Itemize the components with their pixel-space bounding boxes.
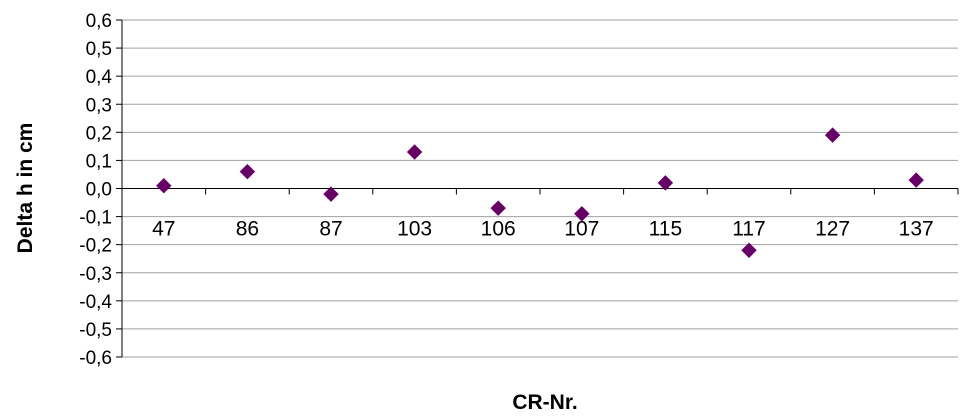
data-point: [490, 200, 506, 216]
y-tick-label: -0,5: [79, 320, 112, 341]
y-tick-label: -0,2: [79, 236, 112, 257]
y-tick-label: 0,2: [86, 123, 112, 144]
y-tick-label: -0,3: [79, 264, 112, 285]
axes: [116, 19, 959, 358]
data-point: [239, 163, 256, 180]
y-tick-label: -0,6: [79, 348, 112, 369]
x-category-label: 86: [236, 218, 259, 241]
data-point: [156, 177, 172, 194]
x-category-label: 103: [397, 218, 432, 241]
data-points: [156, 127, 924, 258]
data-point: [824, 127, 841, 143]
x-category-label: 137: [899, 218, 934, 241]
x-axis-title: CR-Nr.: [512, 391, 577, 414]
x-category-label: 107: [564, 218, 599, 241]
x-category-label: 117: [732, 218, 765, 241]
x-category-label: 87: [319, 218, 342, 241]
x-category-labels: 47 86 87 103 106 107 115 117 127 137: [152, 218, 934, 241]
y-tick-label: -0,4: [79, 292, 112, 313]
y-tick-label: 0,4: [86, 67, 113, 88]
data-point: [741, 242, 757, 258]
y-tick-label: 0,6: [86, 11, 112, 32]
y-tick-labels: 0,6 0,5 0,4 0,3 0,2 0,1 0,0 -0,1 -0,2 -0,3 -0,4 -0,…: [79, 11, 112, 369]
y-tick-label: -0,1: [79, 208, 112, 229]
y-axis-title: Delta h in cm: [14, 123, 37, 254]
x-category-label: 127: [815, 218, 850, 241]
data-point: [406, 144, 423, 160]
data-point: [574, 206, 590, 222]
y-tick-label: 0,5: [86, 39, 112, 60]
x-category-label: 106: [481, 218, 516, 241]
y-tick-label: 0,1: [86, 151, 112, 172]
x-category-label: 115: [649, 218, 682, 241]
data-point: [657, 175, 674, 191]
gridlines: [122, 19, 958, 358]
y-tick-label: 0,3: [86, 95, 112, 116]
y-tick-label: 0,0: [86, 180, 112, 201]
data-point: [908, 172, 924, 188]
x-category-label: 47: [152, 218, 175, 241]
data-point: [323, 186, 339, 202]
